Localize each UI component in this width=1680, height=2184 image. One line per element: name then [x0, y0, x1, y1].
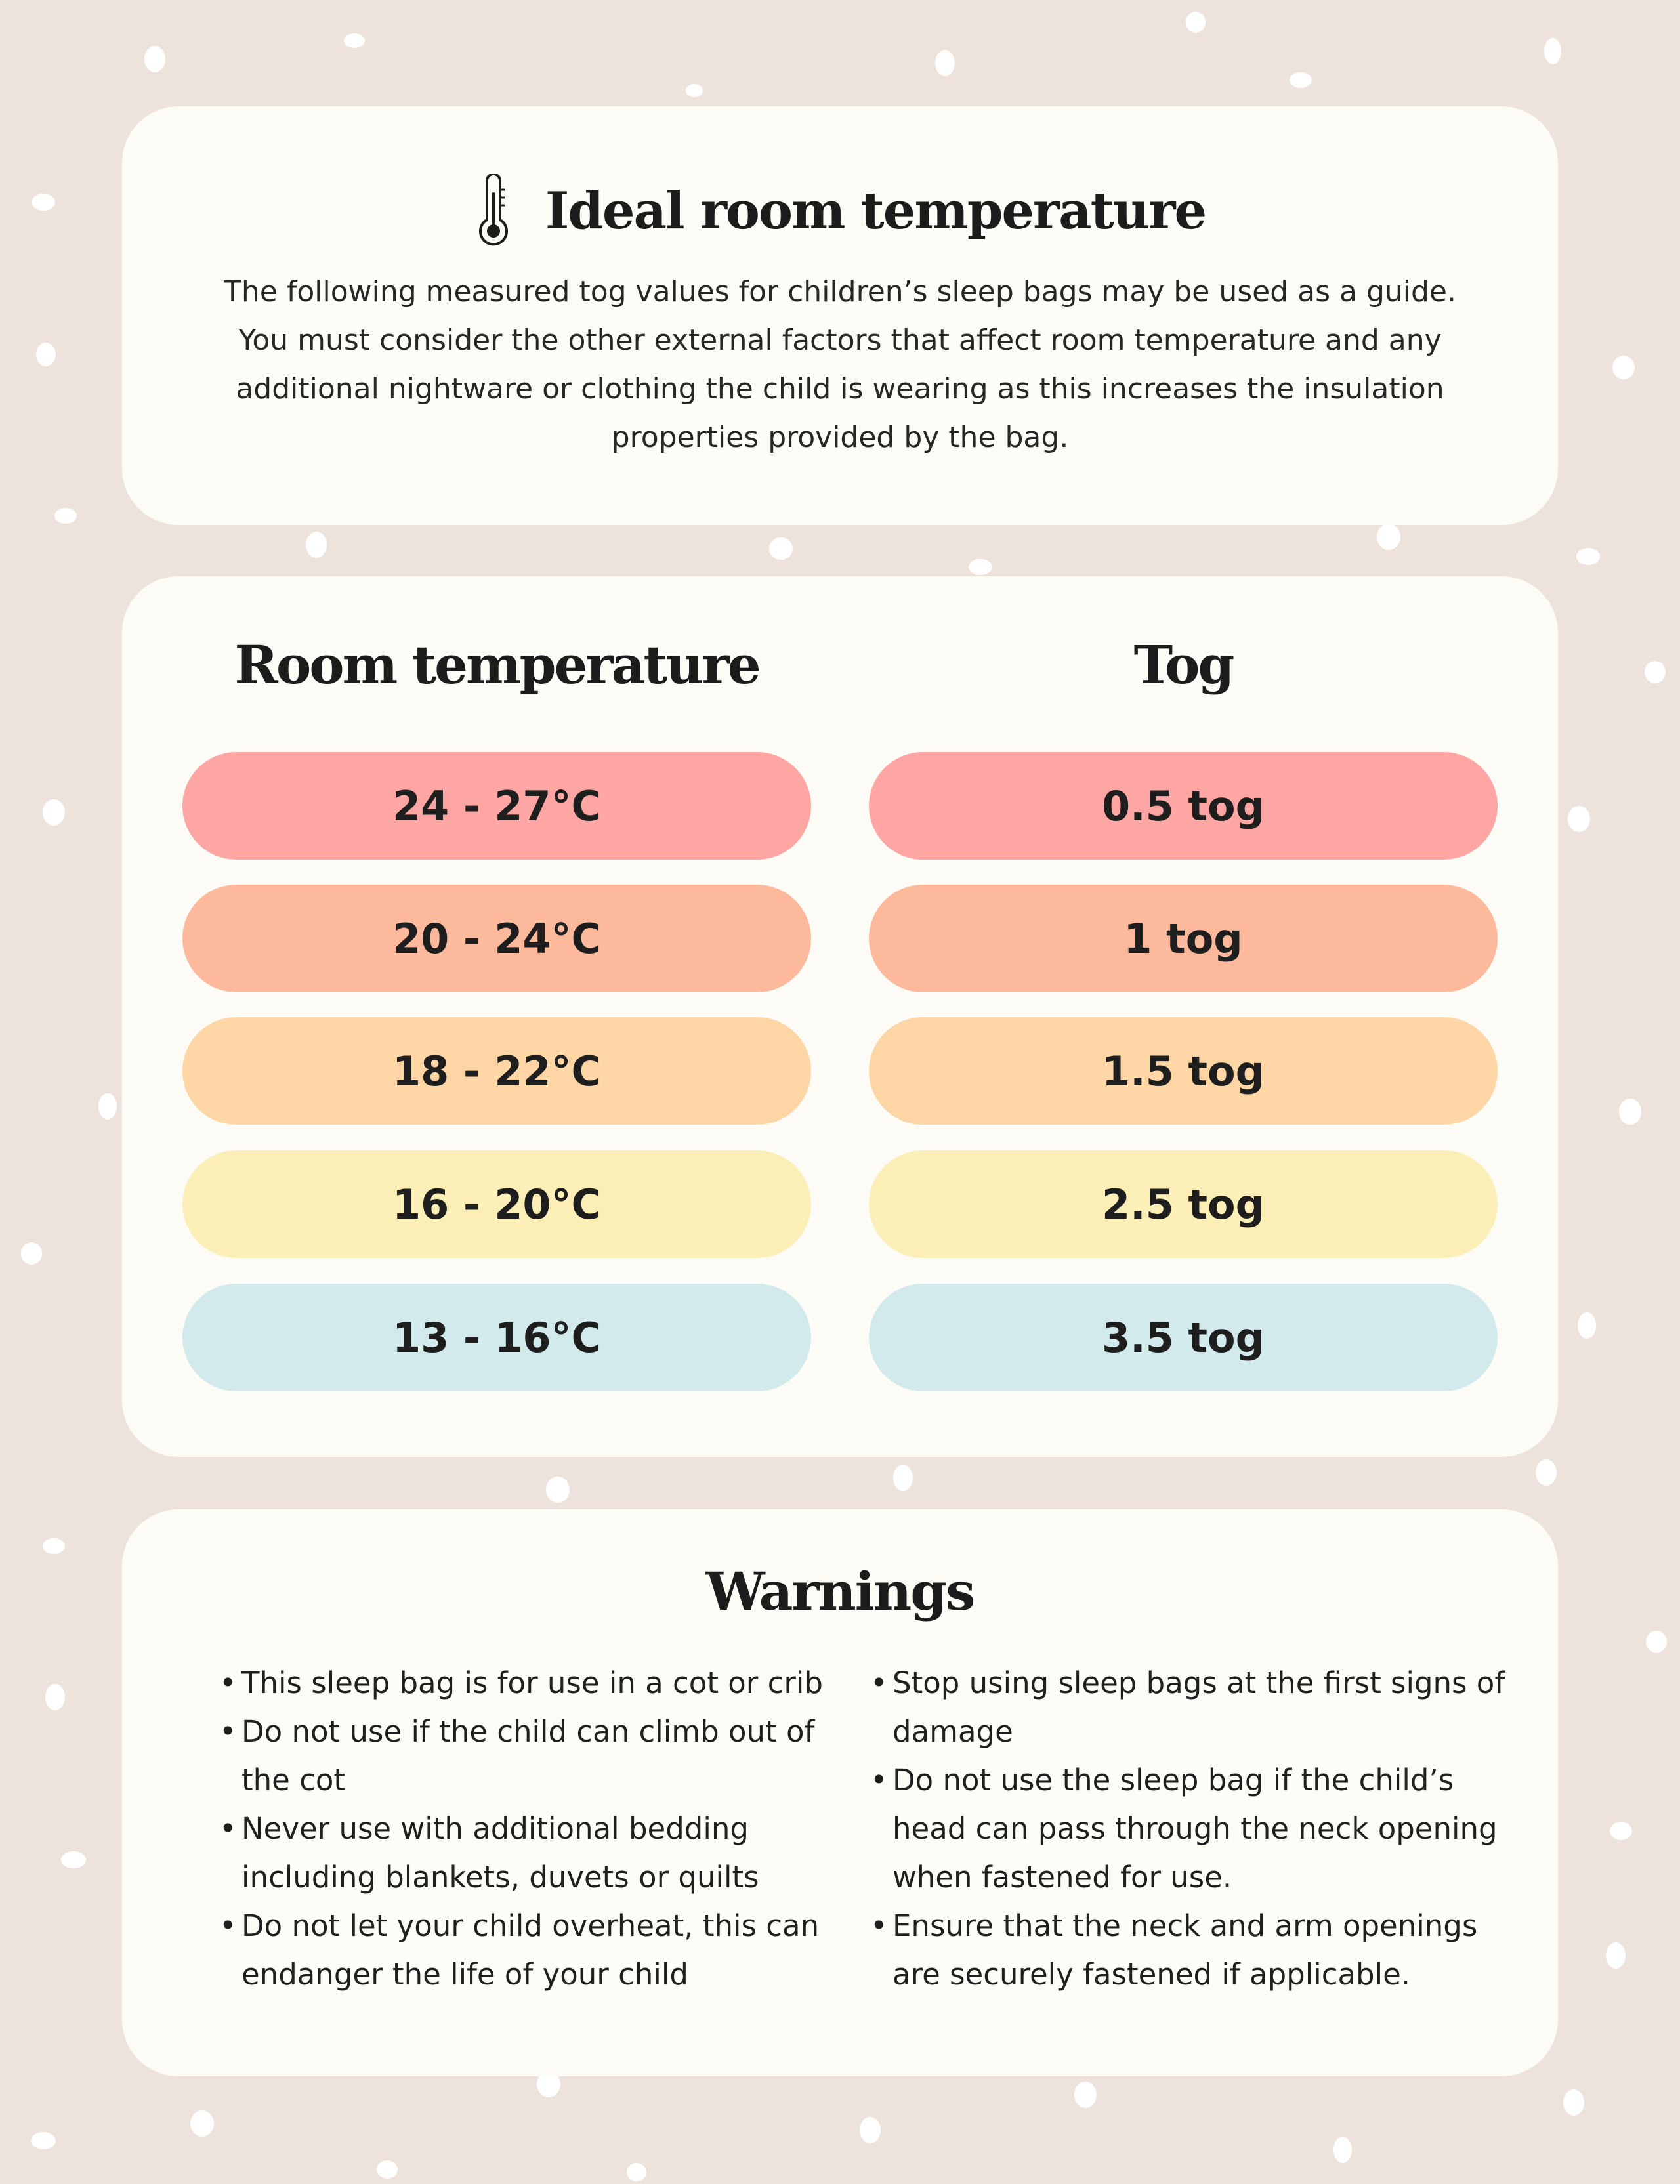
- thermometer-icon: [478, 174, 508, 246]
- warning-item: • Do not use the sleep bag if the child’s…: [870, 1756, 1526, 1902]
- room-temperature-header: Room temperature: [234, 634, 761, 696]
- bullet-icon: •: [870, 1763, 888, 1797]
- room-temperature-cell: 18 - 22°C: [182, 1017, 811, 1125]
- bullet-icon: •: [870, 1908, 888, 1943]
- warning-text: Do not use if the child can climb out of…: [242, 1714, 815, 1797]
- warnings-list-left: • This sleep bag is for use in a cot or c…: [219, 1659, 844, 1999]
- tog-header: Tog: [1133, 634, 1235, 696]
- warnings-title: Warnings: [705, 1561, 976, 1622]
- warning-item: • Ensure that the neck and arm openings a…: [870, 1902, 1526, 1999]
- room-temperature-cell: 16 - 20°C: [182, 1150, 811, 1258]
- warning-text: Do not let your child overheat, this can…: [242, 1908, 820, 1992]
- tog-table-card: Room temperature Tog 24 - 27°C 0.5 tog 2…: [122, 576, 1558, 1457]
- intro-description: The following measured tog values for ch…: [224, 275, 1456, 454]
- tog-cell: 1.5 tog: [869, 1017, 1498, 1125]
- warning-text: Do not use the sleep bag if the child’s …: [892, 1763, 1498, 1895]
- warning-item: • Stop using sleep bags at the first sign…: [870, 1659, 1526, 1756]
- warnings-list-right: • Stop using sleep bags at the first sign…: [870, 1659, 1526, 1999]
- intro-card: Ideal room temperature The following mea…: [122, 106, 1558, 525]
- intro-heading: Ideal room temperature: [122, 168, 1558, 253]
- warning-text: Ensure that the neck and arm openings ar…: [892, 1908, 1478, 1992]
- warning-text: Never use with additional bedding includ…: [242, 1811, 759, 1895]
- tog-cell: 0.5 tog: [869, 752, 1498, 860]
- bullet-icon: •: [219, 1666, 237, 1700]
- warning-text: Stop using sleep bags at the first signs…: [892, 1666, 1505, 1749]
- bullet-icon: •: [219, 1811, 237, 1846]
- warnings-card: Warnings • This sleep bag is for use in a…: [122, 1509, 1558, 2076]
- warning-text: This sleep bag is for use in a cot or cr…: [242, 1666, 823, 1700]
- tog-cell: 3.5 tog: [869, 1284, 1498, 1391]
- room-temperature-cell: 13 - 16°C: [182, 1284, 811, 1391]
- room-temperature-cell: 24 - 27°C: [182, 752, 811, 860]
- intro-title: Ideal room temperature: [545, 180, 1207, 241]
- bullet-icon: •: [219, 1714, 237, 1749]
- tog-cell: 1 tog: [869, 885, 1498, 992]
- warning-item: • Do not use if the child can climb out o…: [219, 1708, 844, 1805]
- tog-cell: 2.5 tog: [869, 1150, 1498, 1258]
- room-temperature-cell: 20 - 24°C: [182, 885, 811, 992]
- warning-item: • Never use with additional bedding inclu…: [219, 1805, 844, 1902]
- bullet-icon: •: [870, 1666, 888, 1700]
- warning-item: • Do not let your child overheat, this ca…: [219, 1902, 844, 1999]
- warning-item: • This sleep bag is for use in a cot or c…: [219, 1659, 844, 1708]
- bullet-icon: •: [219, 1908, 237, 1943]
